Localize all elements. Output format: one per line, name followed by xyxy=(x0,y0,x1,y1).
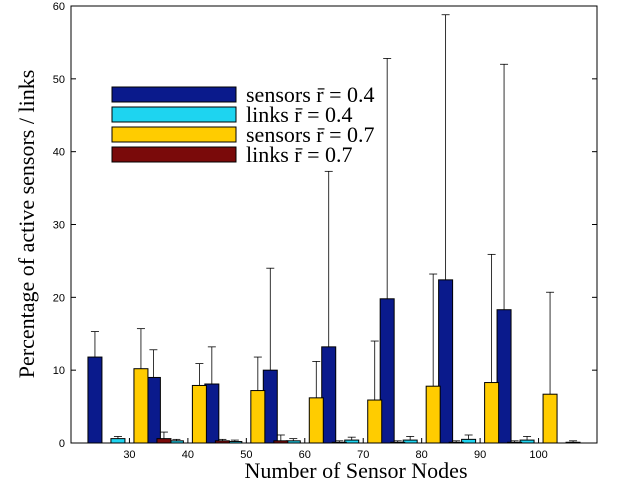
error-bars-group xyxy=(90,14,578,443)
legend-label-3: links r̄ = 0.7 xyxy=(246,142,353,167)
bar-s2-c2 xyxy=(250,390,266,444)
bar-s0-c6 xyxy=(438,279,454,444)
y-tick-label: 0 xyxy=(59,438,65,450)
bar-s3-c6 xyxy=(507,441,523,444)
y-tick-label: 60 xyxy=(53,1,65,13)
legend-swatch-3 xyxy=(111,146,237,163)
x-tick-label: 100 xyxy=(529,449,547,461)
y-axis-label: Percentage of active sensors / links xyxy=(14,70,39,379)
bar-s3-c7 xyxy=(565,441,581,444)
x-tick-label: 90 xyxy=(474,449,486,461)
bar-s2-c4 xyxy=(367,399,383,444)
y-tick-label: 50 xyxy=(53,74,65,86)
bar-s0-c2 xyxy=(204,383,220,444)
bar-s0-c1 xyxy=(145,376,161,444)
bar-s0-c4 xyxy=(321,346,337,444)
bar-s2-c0 xyxy=(133,368,149,444)
bar-s2-c5 xyxy=(425,385,441,444)
bar-s3-c0 xyxy=(156,438,172,444)
bar-s2-c1 xyxy=(191,384,207,444)
legend-swatch-0 xyxy=(111,86,237,103)
x-tick-label: 30 xyxy=(123,449,135,461)
x-tick-label: 40 xyxy=(182,449,194,461)
y-tick-label: 10 xyxy=(53,365,65,377)
bar-s0-c7 xyxy=(496,309,512,444)
y-tick-label: 20 xyxy=(53,292,65,304)
bar-s3-c4 xyxy=(390,441,406,444)
bar-s1-c4 xyxy=(344,439,360,444)
bar-s0-c0 xyxy=(87,356,103,444)
bar-s1-c1 xyxy=(168,440,184,444)
legend-swatch-2 xyxy=(111,126,237,143)
y-tick-label: 40 xyxy=(53,147,65,159)
bar-s1-c2 xyxy=(227,441,243,444)
bar-s3-c1 xyxy=(214,440,230,444)
x-tick-label: 60 xyxy=(299,449,311,461)
bar-s3-c5 xyxy=(448,441,464,444)
legend-label-2: sensors r̄ = 0.7 xyxy=(246,122,375,147)
bars-group xyxy=(87,279,581,444)
bar-s1-c0 xyxy=(110,438,126,444)
bar-s1-c7 xyxy=(519,439,535,444)
bar-s1-c3 xyxy=(285,440,301,444)
x-tick-label: 50 xyxy=(240,449,252,461)
bar-s3-c3 xyxy=(331,441,347,444)
x-tick-label: 70 xyxy=(357,449,369,461)
bar-s0-c3 xyxy=(262,369,278,444)
bar-s1-c5 xyxy=(402,439,418,444)
y-tick-label: 30 xyxy=(53,220,65,232)
x-axis-label: Number of Sensor Nodes xyxy=(244,458,467,483)
legend-label-1: links r̄ = 0.4 xyxy=(246,102,353,127)
legend-swatch-1 xyxy=(111,106,237,123)
y-axis-ticks: 0 10 20 30 40 50 60 xyxy=(53,1,597,450)
bar-s0-c5 xyxy=(379,298,395,444)
bar-s2-c3 xyxy=(308,397,324,444)
bar-s2-c7 xyxy=(542,393,558,444)
bar-s3-c2 xyxy=(273,440,289,444)
bar-s2-c6 xyxy=(484,382,500,444)
x-tick-label: 80 xyxy=(416,449,428,461)
legend-label-0: sensors r̄ = 0.4 xyxy=(246,82,375,107)
bar-s1-c6 xyxy=(461,438,477,444)
x-axis-ticks: 30 40 50 60 70 80 90 100 xyxy=(123,438,548,461)
